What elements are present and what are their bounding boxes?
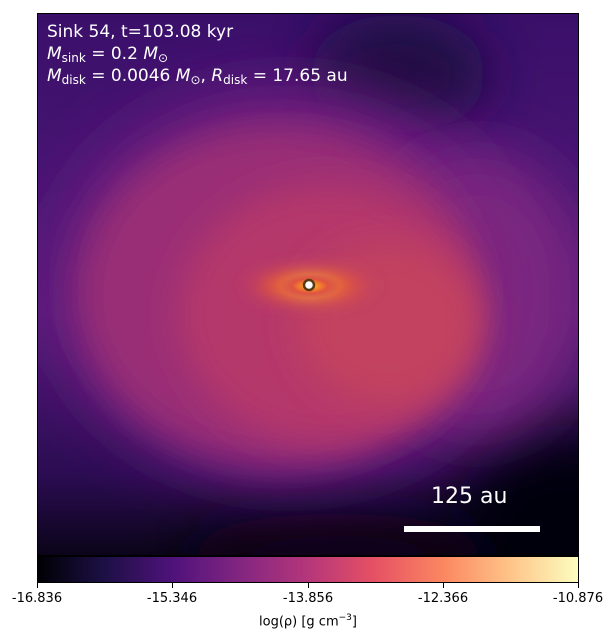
dark-corner-bottom-right [448,424,578,555]
dark-corner-bottom [178,514,498,555]
density-map-panel: Sink 54, t=103.08 kyr Msink = 0.2 M⊙ Mdi… [37,13,579,556]
density-map [38,14,578,555]
sink-title: Sink 54, t=103.08 kyr [47,22,234,42]
colorbar-tick [443,583,444,588]
sink-mass-line: Msink = 0.2 M⊙ [47,44,169,65]
colorbar-tick [578,583,579,588]
scale-bar-label: 125 au [431,484,508,509]
colorbar-tick-label: -13.856 [282,591,334,606]
colorbar-tick [172,583,173,588]
colorbar-label: log(ρ) [g cm−3] [259,613,357,630]
colorbar-tick [308,583,309,588]
colorbar-tick-label: -16.836 [11,591,63,606]
colorbar-tick-label: -10.876 [552,591,604,606]
scale-bar [404,526,540,532]
colorbar-tick [37,583,38,588]
sink-marker [302,278,316,292]
colorbar-tick-label: -15.346 [146,591,198,606]
colorbar [37,556,579,583]
disk-properties-line: Mdisk = 0.0046 M⊙, Rdisk = 17.65 au [47,66,348,87]
colorbar-tick-label: -12.366 [417,591,469,606]
